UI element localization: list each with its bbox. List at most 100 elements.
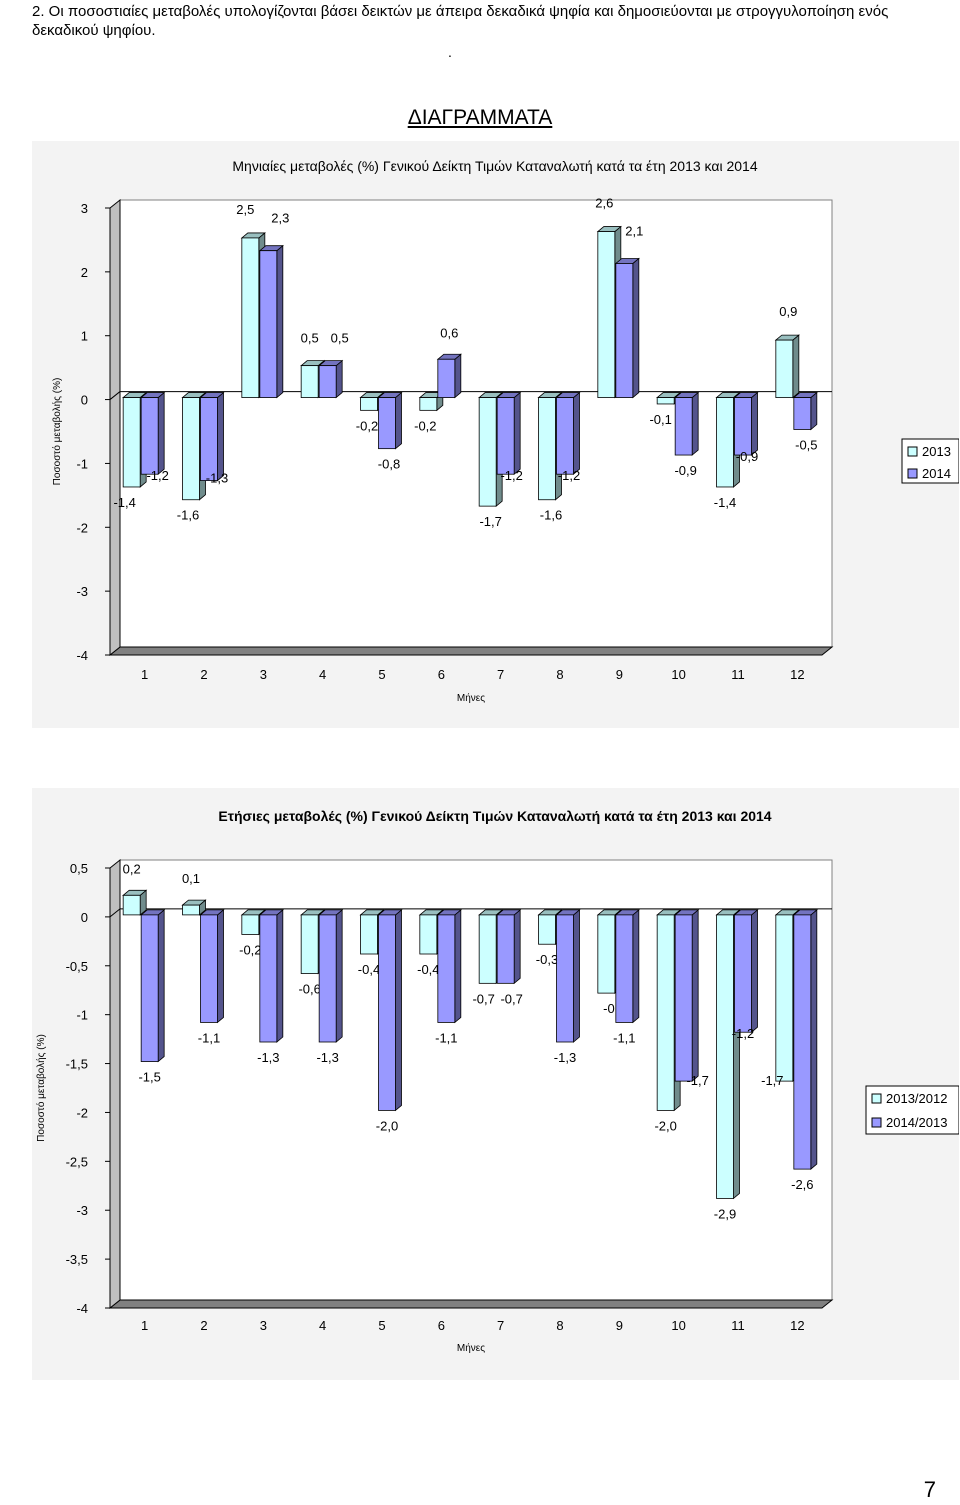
data-label: 0,5 — [331, 331, 349, 346]
bar-series-a — [300, 365, 319, 398]
bar-series-b — [200, 397, 218, 481]
bar-side — [751, 909, 758, 1034]
data-label: -0,4 — [417, 962, 439, 977]
bar-series-b — [496, 914, 515, 984]
x-tick-label: 9 — [616, 667, 623, 682]
bar-side — [157, 391, 165, 476]
y-tick-label: -1 — [76, 1008, 88, 1023]
y-tick-label: -2 — [76, 520, 88, 535]
bar-series-a — [182, 904, 200, 916]
y-tick-label: -1 — [76, 456, 88, 471]
data-label: -1,7 — [479, 514, 501, 529]
bar-series-b — [259, 250, 278, 398]
x-tick-label: 5 — [378, 667, 385, 682]
data-label: -0,7 — [472, 991, 494, 1006]
bar-series-b — [318, 365, 337, 398]
data-label: -2,9 — [714, 1206, 736, 1221]
bar-side — [217, 391, 224, 482]
data-label: -1,2 — [146, 468, 168, 483]
data-label: -1,7 — [686, 1073, 708, 1088]
bar-series-a — [538, 397, 556, 501]
page-number: 7 — [923, 1477, 936, 1502]
x-tick-label: 4 — [319, 667, 326, 682]
footnote: 2. Οι ποσοστιαίες μεταβολές υπολογίζοντα… — [32, 3, 889, 39]
y-axis-title: Ποσοστό μεταβολής (%) — [51, 378, 63, 486]
y-tick-label: 2 — [81, 265, 88, 280]
data-label: -0,9 — [674, 463, 696, 478]
data-label: -0,1 — [649, 412, 671, 427]
x-tick-label: 5 — [378, 1318, 385, 1333]
bar-series-b — [259, 914, 278, 1043]
bar-side — [395, 909, 402, 1112]
bar-side — [454, 353, 462, 399]
bar-side — [335, 909, 343, 1043]
legend-swatch — [907, 468, 918, 479]
y-tick-label: -4 — [76, 648, 88, 663]
data-label: -2,6 — [791, 1177, 813, 1192]
x-tick-label: 12 — [790, 1318, 804, 1333]
x-tick-label: 10 — [671, 1318, 685, 1333]
data-label: -1,1 — [613, 1030, 635, 1045]
x-axis-title: Μήνες — [457, 1342, 485, 1354]
legend-label: 2013/2012 — [886, 1091, 947, 1106]
data-label: -1,2 — [732, 1026, 754, 1041]
data-label: -2,0 — [654, 1118, 676, 1133]
plot-floor — [108, 646, 834, 656]
plot-side-wall — [109, 858, 121, 1310]
bar-series-a — [241, 237, 260, 398]
data-label: -0,2 — [239, 942, 261, 957]
data-label: -1,1 — [435, 1030, 457, 1045]
bar-series-a — [656, 397, 675, 405]
bar-series-a — [716, 914, 734, 1199]
data-label: -1,3 — [257, 1050, 279, 1065]
chart-title: Μηνιαίες μεταβολές (%) Γενικού Δείκτη Τι… — [232, 158, 757, 174]
bar-series-a — [597, 231, 616, 398]
y-tick-label: -3,5 — [66, 1252, 88, 1267]
bar-series-b — [615, 914, 634, 1023]
x-tick-label: 6 — [438, 667, 445, 682]
data-label: 2,1 — [625, 223, 643, 238]
y-tick-label: -2 — [76, 1105, 88, 1120]
bar-side — [513, 909, 521, 985]
bar-side — [513, 391, 521, 476]
x-tick-label: 7 — [497, 667, 504, 682]
data-label: 0,9 — [779, 304, 797, 319]
bar-side — [810, 391, 818, 431]
bar-series-b — [615, 263, 634, 398]
bar-side — [276, 909, 284, 1043]
y-tick-label: -3 — [76, 1203, 88, 1218]
bar-side — [217, 909, 224, 1024]
data-label: -0,2 — [356, 418, 378, 433]
bar-side — [335, 359, 343, 399]
data-label: 2,6 — [595, 196, 613, 211]
bar-side — [632, 257, 640, 399]
bar-side — [632, 909, 640, 1024]
bar-series-b — [318, 914, 337, 1043]
data-label: -1,4 — [714, 495, 736, 510]
bar-side — [751, 391, 758, 456]
plot-floor — [108, 1299, 834, 1309]
data-label: -1,2 — [558, 468, 580, 483]
x-tick-label: 10 — [671, 667, 685, 682]
bar-series-b — [200, 914, 218, 1023]
bar-side — [691, 391, 699, 456]
annual-chart: Ετήσιες μεταβολές (%) Γενικού Δείκτη Τιμ… — [35, 808, 959, 1354]
bar-series-a — [360, 397, 378, 411]
y-tick-label: -3 — [76, 584, 88, 599]
bar-series-b — [556, 914, 574, 1043]
y-tick-label: -2,5 — [66, 1154, 88, 1169]
data-label: -0,7 — [500, 991, 522, 1006]
data-label: -1,6 — [177, 508, 199, 523]
data-label: 0,1 — [182, 871, 200, 886]
x-tick-label: 8 — [556, 667, 563, 682]
legend-swatch — [871, 1117, 882, 1128]
data-label: 0,6 — [440, 325, 458, 340]
data-label: -1,2 — [500, 468, 522, 483]
bar-side — [573, 909, 580, 1043]
data-label: -0,6 — [298, 982, 320, 997]
monthly-chart-panel: Μηνιαίες μεταβολές (%) Γενικού Δείκτη Τι… — [32, 141, 959, 728]
bar-series-a — [775, 914, 794, 1082]
y-tick-label: 1 — [81, 329, 88, 344]
data-label: -2,0 — [376, 1118, 398, 1133]
data-label: -0,8 — [378, 457, 400, 472]
